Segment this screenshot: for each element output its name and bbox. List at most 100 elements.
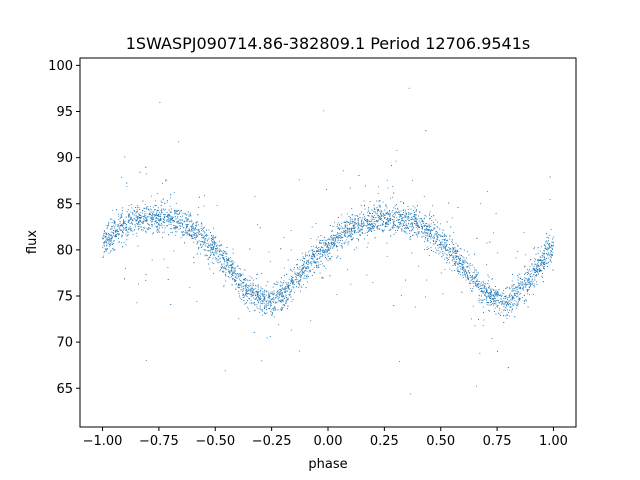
- data-point: [229, 273, 230, 275]
- data-point: [316, 265, 317, 267]
- data-point: [550, 246, 552, 248]
- data-point: [518, 283, 520, 285]
- data-point: [253, 302, 255, 304]
- data-point: [539, 269, 541, 270]
- data-point: [410, 213, 412, 215]
- data-point: [525, 283, 527, 285]
- data-point: [240, 283, 242, 285]
- data-point: [245, 293, 247, 294]
- data-point: [123, 222, 125, 224]
- data-point: [274, 301, 276, 303]
- data-point: [178, 228, 180, 230]
- data-point: [548, 247, 550, 249]
- data-point: [411, 222, 413, 224]
- data-point: [283, 280, 285, 282]
- data-point: [543, 263, 545, 265]
- data-point: [111, 242, 113, 244]
- data-point: [123, 227, 125, 228]
- data-point: [337, 240, 339, 241]
- data-point: [518, 285, 519, 287]
- data-point: [382, 231, 384, 233]
- data-point: [535, 264, 537, 266]
- data-point: [168, 223, 170, 225]
- data-point: [424, 229, 426, 231]
- data-point: [178, 210, 180, 212]
- data-point: [336, 226, 338, 227]
- data-point: [344, 221, 346, 223]
- data-point: [536, 270, 537, 272]
- data-point: [119, 225, 121, 227]
- data-point: [483, 290, 485, 292]
- data-point: [137, 223, 139, 225]
- data-point: [285, 282, 287, 283]
- data-point: [242, 286, 244, 288]
- data-point: [442, 229, 444, 231]
- data-point: [530, 282, 532, 284]
- data-point: [395, 208, 397, 210]
- data-point: [124, 278, 125, 280]
- data-point: [163, 214, 165, 215]
- data-point: [349, 222, 351, 224]
- data-point: [211, 244, 213, 246]
- data-point: [213, 248, 214, 250]
- data-point: [273, 307, 275, 309]
- data-point: [357, 228, 359, 230]
- data-point: [265, 309, 267, 311]
- data-point: [225, 275, 227, 277]
- data-point: [155, 217, 157, 219]
- data-point: [379, 211, 381, 213]
- data-point: [328, 247, 329, 249]
- data-point: [494, 286, 496, 287]
- data-point: [128, 205, 130, 206]
- data-point: [184, 242, 186, 244]
- data-point: [422, 233, 424, 235]
- data-point: [130, 211, 132, 213]
- data-point: [270, 300, 272, 302]
- data-point: [293, 281, 294, 283]
- data-point: [234, 269, 236, 271]
- data-point: [489, 291, 491, 293]
- data-point: [418, 231, 420, 233]
- data-point: [516, 291, 518, 293]
- data-point: [112, 237, 113, 239]
- data-point: [145, 215, 147, 217]
- data-point: [545, 233, 547, 235]
- data-point: [313, 245, 315, 247]
- data-point: [434, 247, 436, 249]
- data-point: [321, 256, 323, 258]
- data-point: [453, 231, 455, 233]
- data-point: [113, 249, 115, 251]
- data-point: [233, 272, 235, 274]
- data-point: [491, 278, 493, 280]
- data-point: [367, 209, 369, 211]
- data-point: [349, 187, 351, 189]
- data-point: [176, 210, 178, 212]
- data-point: [547, 241, 549, 243]
- data-point: [329, 275, 331, 277]
- data-point: [523, 303, 525, 305]
- data-point: [449, 255, 451, 256]
- data-point: [524, 301, 525, 303]
- data-point: [224, 268, 226, 269]
- data-point: [456, 258, 458, 260]
- data-point: [201, 241, 203, 243]
- data-point: [246, 279, 248, 281]
- data-point: [113, 234, 115, 236]
- data-point: [263, 294, 265, 296]
- data-point: [344, 235, 346, 237]
- data-point: [327, 255, 329, 257]
- data-point: [289, 294, 291, 296]
- data-point: [176, 221, 178, 223]
- data-point: [422, 222, 424, 224]
- data-point: [498, 289, 500, 290]
- data-point: [207, 250, 209, 252]
- data-point: [433, 227, 435, 229]
- data-point: [316, 254, 318, 256]
- data-point: [548, 254, 550, 256]
- data-point: [454, 258, 456, 260]
- data-point: [168, 234, 169, 236]
- data-point: [461, 267, 463, 269]
- data-point: [291, 301, 293, 303]
- data-point: [529, 281, 531, 282]
- data-point: [543, 261, 545, 263]
